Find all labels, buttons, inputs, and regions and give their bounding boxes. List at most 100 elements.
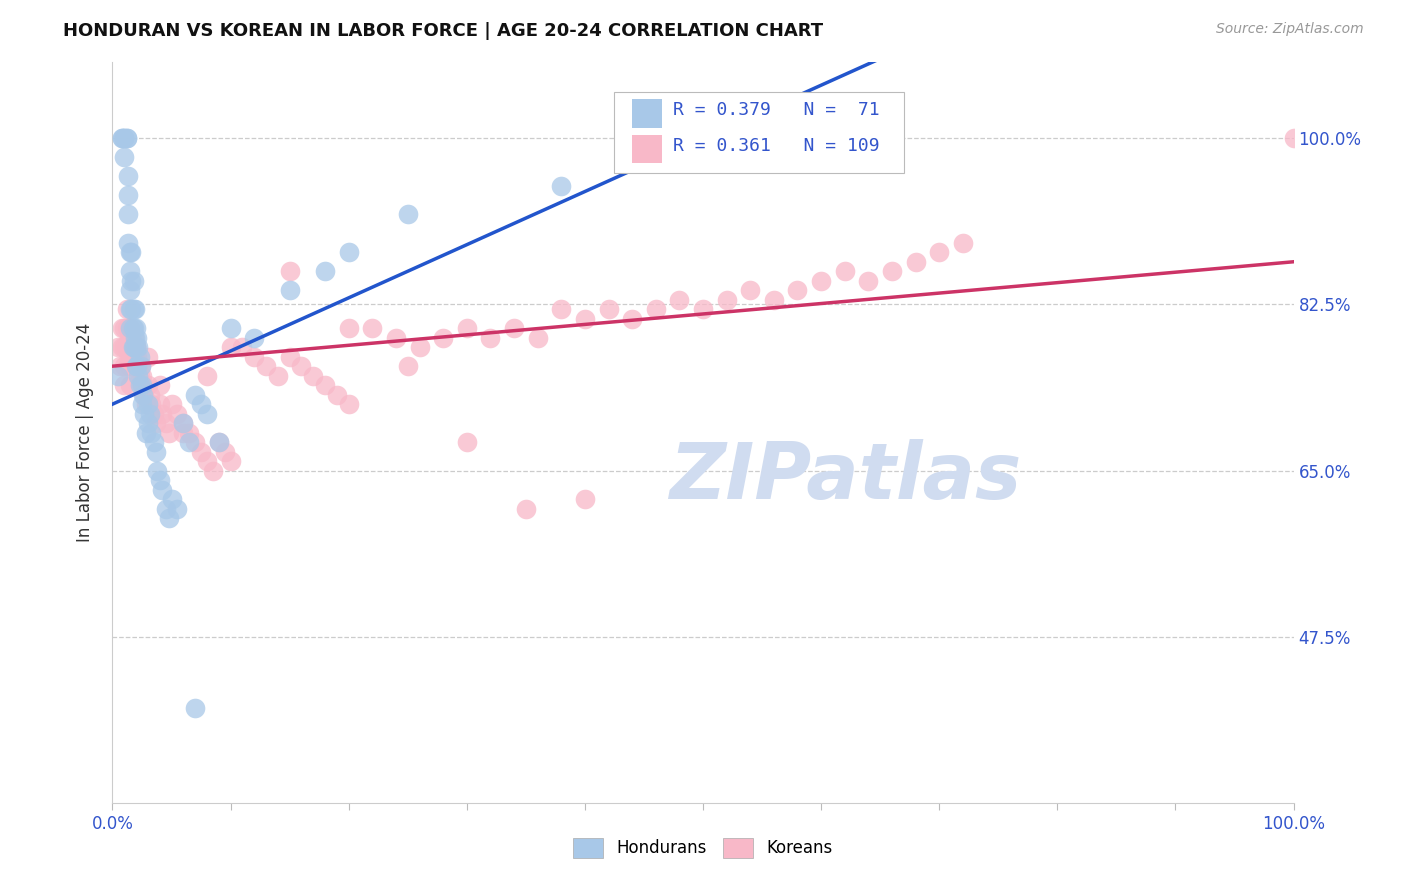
Point bbox=[120, 283, 142, 297]
Point bbox=[125, 359, 148, 374]
Point bbox=[131, 378, 153, 392]
Point bbox=[786, 283, 808, 297]
Point bbox=[314, 264, 336, 278]
Point bbox=[139, 387, 162, 401]
Point bbox=[278, 283, 301, 297]
Point bbox=[456, 321, 478, 335]
Point bbox=[131, 397, 153, 411]
Point bbox=[112, 150, 135, 164]
Point bbox=[219, 321, 242, 335]
Point bbox=[195, 454, 218, 468]
FancyBboxPatch shape bbox=[614, 92, 904, 173]
Point bbox=[278, 350, 301, 364]
Point bbox=[479, 331, 502, 345]
Point bbox=[740, 283, 762, 297]
Point bbox=[928, 245, 950, 260]
Point bbox=[120, 350, 142, 364]
Point bbox=[127, 359, 149, 374]
Point bbox=[131, 368, 153, 383]
Point bbox=[834, 264, 856, 278]
Point bbox=[515, 501, 537, 516]
Point bbox=[122, 340, 145, 354]
Point bbox=[190, 444, 212, 458]
Point bbox=[150, 407, 173, 421]
Point bbox=[107, 368, 129, 383]
Point bbox=[129, 359, 152, 374]
Point bbox=[880, 264, 903, 278]
Point bbox=[141, 425, 163, 440]
Point bbox=[157, 511, 180, 525]
Point bbox=[112, 359, 135, 374]
Point bbox=[120, 264, 142, 278]
Point bbox=[115, 131, 138, 145]
Point bbox=[122, 359, 145, 374]
Point bbox=[134, 407, 156, 421]
Point bbox=[337, 321, 360, 335]
Point bbox=[243, 331, 266, 345]
Point bbox=[762, 293, 785, 307]
Point bbox=[190, 397, 212, 411]
Point bbox=[149, 378, 172, 392]
Text: HONDURAN VS KOREAN IN LABOR FORCE | AGE 20-24 CORRELATION CHART: HONDURAN VS KOREAN IN LABOR FORCE | AGE … bbox=[63, 22, 824, 40]
Point bbox=[135, 425, 157, 440]
Point bbox=[129, 359, 152, 374]
Point bbox=[166, 501, 188, 516]
Point bbox=[550, 302, 572, 317]
Point bbox=[115, 302, 138, 317]
Point bbox=[361, 321, 384, 335]
Point bbox=[120, 321, 142, 335]
Point bbox=[278, 264, 301, 278]
Text: R = 0.379   N =  71: R = 0.379 N = 71 bbox=[673, 102, 880, 120]
Point bbox=[208, 435, 231, 450]
Point bbox=[184, 435, 207, 450]
Point bbox=[904, 254, 927, 268]
Text: Source: ZipAtlas.com: Source: ZipAtlas.com bbox=[1216, 22, 1364, 37]
Point bbox=[157, 425, 180, 440]
Point bbox=[124, 350, 146, 364]
Point bbox=[858, 274, 880, 288]
Point bbox=[408, 340, 430, 354]
Point bbox=[337, 397, 360, 411]
Point bbox=[644, 302, 666, 317]
Point bbox=[120, 302, 142, 317]
Point bbox=[125, 340, 148, 354]
Point bbox=[111, 340, 134, 354]
Point bbox=[135, 397, 157, 411]
Point bbox=[155, 501, 177, 516]
Point bbox=[145, 444, 167, 458]
Point bbox=[208, 435, 231, 450]
Point bbox=[112, 340, 135, 354]
Point bbox=[112, 131, 135, 145]
Point bbox=[337, 245, 360, 260]
Point bbox=[120, 302, 142, 317]
Point bbox=[142, 407, 165, 421]
Point bbox=[254, 359, 277, 374]
Point bbox=[132, 378, 155, 392]
Point bbox=[112, 321, 135, 335]
Point bbox=[172, 416, 194, 430]
Point bbox=[122, 302, 145, 317]
Point bbox=[131, 378, 153, 392]
Point bbox=[952, 235, 974, 250]
Point bbox=[219, 340, 242, 354]
Point bbox=[136, 416, 159, 430]
Point bbox=[117, 188, 139, 202]
Point bbox=[396, 359, 419, 374]
Text: R = 0.361   N = 109: R = 0.361 N = 109 bbox=[673, 136, 880, 155]
Point bbox=[117, 340, 139, 354]
Point bbox=[117, 359, 139, 374]
Point bbox=[136, 378, 159, 392]
Point bbox=[716, 293, 738, 307]
Point bbox=[117, 207, 139, 221]
FancyBboxPatch shape bbox=[633, 99, 662, 128]
Point bbox=[219, 454, 242, 468]
Point bbox=[201, 464, 224, 478]
Point bbox=[385, 331, 408, 345]
Point bbox=[128, 368, 150, 383]
Point bbox=[574, 491, 596, 506]
Point bbox=[503, 321, 526, 335]
Text: ZIPatlas: ZIPatlas bbox=[669, 439, 1021, 515]
Point bbox=[120, 378, 142, 392]
Point bbox=[396, 207, 419, 221]
Point bbox=[141, 397, 163, 411]
